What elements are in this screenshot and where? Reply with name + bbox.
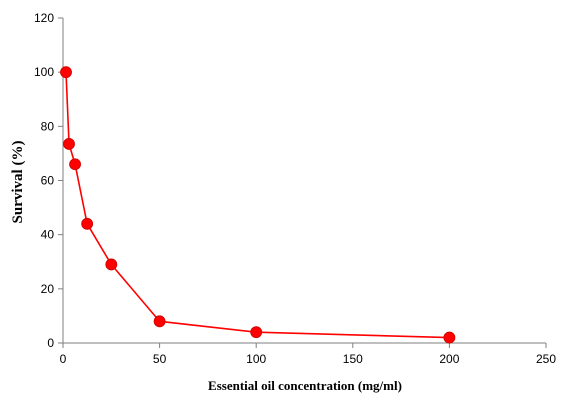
- data-point: [63, 138, 75, 150]
- data-point: [105, 258, 118, 271]
- x-axis-title: Essential oil concentration (mg/ml): [208, 378, 402, 393]
- x-tick-label: 150: [343, 352, 363, 366]
- data-point: [60, 66, 72, 79]
- y-tick-label: 40: [41, 228, 55, 242]
- data-point: [443, 331, 456, 344]
- x-tick-label: 200: [439, 352, 459, 366]
- y-tick-label: 80: [41, 119, 55, 133]
- series-line: [65, 72, 450, 339]
- x-tick-label: 50: [153, 352, 167, 366]
- y-tick-label: 20: [41, 282, 55, 296]
- y-tick-label: 120: [34, 11, 54, 25]
- x-axis-ticks: 0 50 100 150 200 250: [60, 343, 556, 366]
- y-axis-ticks: 0 20 40 60 80 100 120: [34, 11, 63, 350]
- y-tick-label: 60: [41, 174, 55, 188]
- y-axis-title: Survival (%): [10, 141, 26, 224]
- data-series: [60, 66, 456, 344]
- y-tick-label: 0: [47, 336, 54, 350]
- y-tick-label: 100: [34, 65, 54, 79]
- data-point: [153, 315, 166, 328]
- x-tick-label: 100: [246, 352, 266, 366]
- axes: [62, 18, 546, 344]
- x-tick-label: 250: [536, 352, 556, 366]
- data-point: [81, 217, 94, 230]
- data-point: [250, 326, 263, 339]
- data-point: [69, 158, 81, 171]
- x-tick-label: 0: [60, 352, 67, 366]
